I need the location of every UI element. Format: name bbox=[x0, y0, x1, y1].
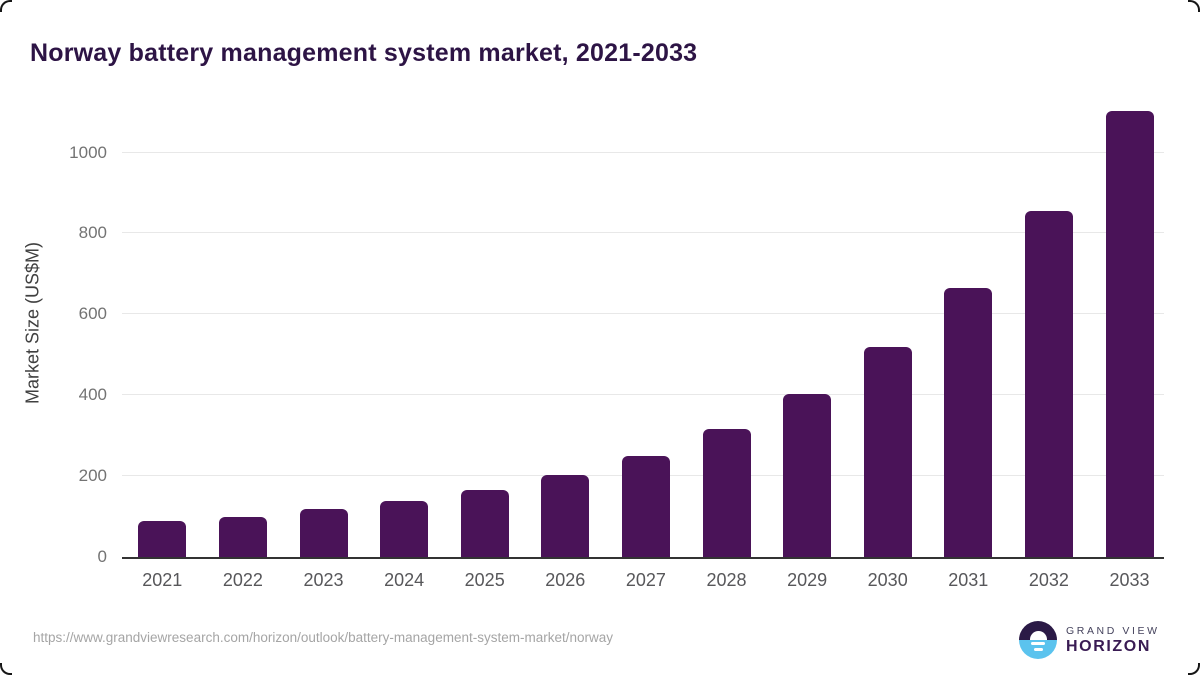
x-tick-label-2028: 2028 bbox=[706, 570, 747, 590]
bar-2024 bbox=[380, 500, 429, 557]
source-url: https://www.grandviewresearch.com/horizo… bbox=[33, 630, 613, 645]
frame-corner-mark bbox=[1188, 0, 1200, 12]
x-axis-labels: 2021 2022 2023 2024 2025 2026 2027 2028 2029 2030… bbox=[122, 570, 1164, 594]
bar-2027 bbox=[621, 455, 670, 557]
x-tick-label-2026: 2026 bbox=[545, 570, 586, 590]
y-tick-label-0: 0 bbox=[97, 547, 107, 566]
x-tick-label-2033: 2033 bbox=[1109, 570, 1150, 590]
x-tick-label-2025: 2025 bbox=[464, 570, 505, 590]
bar-2026 bbox=[541, 474, 590, 557]
x-tick-label-2021: 2021 bbox=[142, 570, 183, 590]
reflection-line bbox=[1033, 647, 1043, 651]
sun-dome-shape bbox=[1029, 631, 1047, 640]
logo-text-grand-view: GRAND VIEW bbox=[1066, 624, 1160, 637]
bar-2029 bbox=[783, 394, 832, 557]
x-tick-label-2024: 2024 bbox=[384, 570, 425, 590]
x-tick-label-2023: 2023 bbox=[303, 570, 344, 590]
reflection-line bbox=[1031, 642, 1045, 645]
gridline-800 bbox=[122, 232, 1164, 234]
logo-text-horizon: HORIZON bbox=[1066, 637, 1151, 655]
bar-2033 bbox=[1105, 110, 1154, 557]
bar-2032 bbox=[1024, 210, 1073, 557]
y-axis-ticks: 0 200 400 600 800 1000 bbox=[0, 100, 107, 565]
bar-2022 bbox=[218, 516, 267, 557]
frame-corner-mark bbox=[0, 663, 12, 675]
bar-2030 bbox=[863, 347, 912, 557]
x-tick-label-2032: 2032 bbox=[1028, 570, 1069, 590]
bar-2031 bbox=[944, 288, 993, 557]
gridline-400 bbox=[122, 394, 1164, 396]
logo-text: GRAND VIEW HORIZON bbox=[1066, 625, 1160, 656]
bar-2025 bbox=[460, 489, 509, 557]
x-tick-label-2027: 2027 bbox=[625, 570, 666, 590]
sun-horizon-icon bbox=[1019, 621, 1057, 659]
y-tick-label-200: 200 bbox=[78, 466, 107, 486]
frame-corner-mark bbox=[1188, 663, 1200, 675]
grand-view-horizon-logo: GRAND VIEW HORIZON bbox=[1019, 621, 1160, 659]
page-title: Norway battery management system market,… bbox=[30, 38, 698, 67]
x-tick-label-2029: 2029 bbox=[787, 570, 828, 590]
x-tick-label-2031: 2031 bbox=[948, 570, 989, 590]
x-tick-label-2030: 2030 bbox=[867, 570, 908, 590]
y-tick-label-1000: 1000 bbox=[69, 142, 107, 162]
bar-2028 bbox=[702, 429, 751, 557]
bar-2021 bbox=[138, 521, 187, 557]
frame-corner-mark bbox=[0, 0, 12, 12]
x-tick-label-2022: 2022 bbox=[222, 570, 263, 590]
y-tick-label-600: 600 bbox=[78, 304, 107, 324]
gridline-1000 bbox=[122, 151, 1164, 153]
bar-2023 bbox=[299, 508, 348, 557]
gridline-600 bbox=[122, 313, 1164, 315]
y-tick-label-800: 800 bbox=[78, 223, 107, 243]
plot-area bbox=[122, 100, 1164, 559]
y-tick-label-400: 400 bbox=[78, 385, 107, 405]
